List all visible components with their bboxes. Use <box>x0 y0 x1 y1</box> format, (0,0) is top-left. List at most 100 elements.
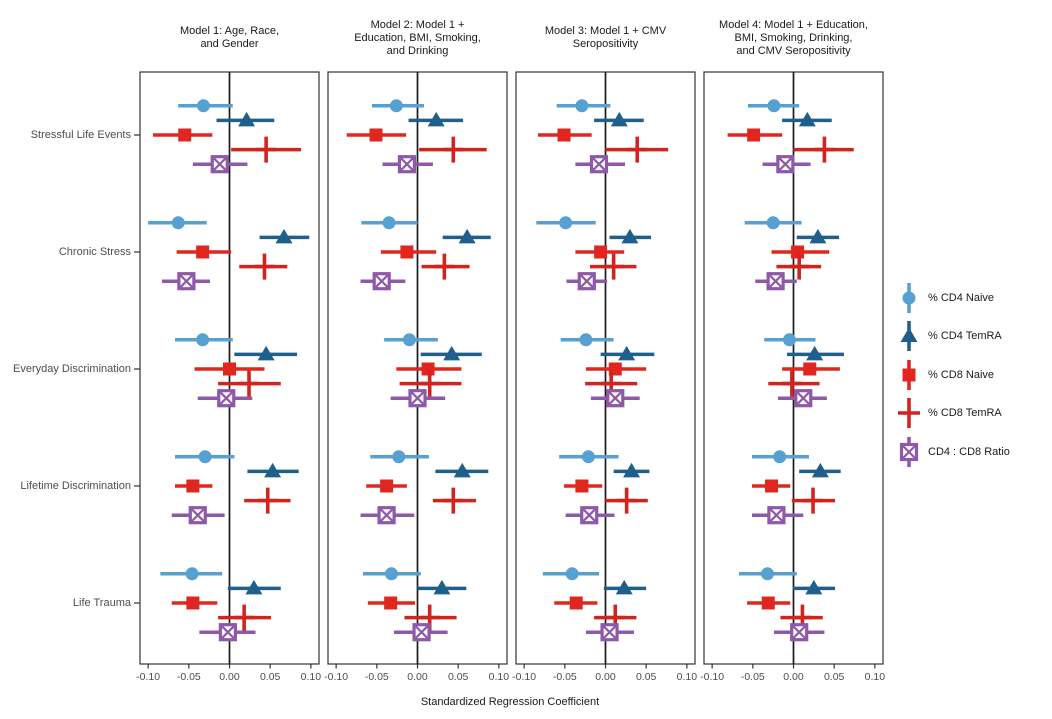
x-tick-label: 0.00 <box>783 671 804 683</box>
panel-title: Model 2: Model 1 + Education, BMI, Smoki… <box>354 18 481 57</box>
data-marker-triangle <box>805 579 823 595</box>
x-axis-title: Standardized Regression Coefficient <box>420 696 600 708</box>
x-tick-label: -0.05 <box>741 671 765 683</box>
data-marker-triangle <box>615 579 633 595</box>
data-marker-square-x <box>580 274 594 288</box>
data-marker-square <box>902 368 916 382</box>
data-marker-square-x <box>414 625 429 639</box>
x-tick-label: 0.00 <box>595 671 616 683</box>
data-marker-triangle <box>238 111 256 127</box>
data-marker-square-x <box>582 508 597 522</box>
data-marker-triangle <box>806 345 824 361</box>
data-marker-circle <box>171 216 185 230</box>
data-marker-square-x <box>796 391 811 405</box>
data-marker-circle <box>196 99 210 113</box>
x-tick-label: 0.05 <box>824 671 845 683</box>
data-marker-square-x <box>778 157 793 171</box>
data-marker-circle <box>392 450 406 464</box>
data-marker-triangle <box>900 327 918 342</box>
data-marker-square <box>400 245 414 259</box>
y-axis-category-label: Chronic Stress <box>58 246 131 258</box>
x-tick-label: 0.05 <box>260 671 281 683</box>
data-marker-triangle <box>427 111 445 127</box>
x-tick-label: 0.00 <box>219 671 240 683</box>
data-marker-square-x <box>400 157 414 171</box>
data-marker-circle <box>565 567 579 581</box>
data-marker-square <box>369 128 383 142</box>
data-marker-square-x <box>768 274 783 288</box>
data-marker-square <box>178 128 192 142</box>
x-tick-label: -0.10 <box>136 671 160 683</box>
panel-title: Model 3: Model 1 + CMV Seropositivity <box>544 25 667 50</box>
data-marker-triangle <box>257 345 275 361</box>
x-tick-label: 0.10 <box>677 671 698 683</box>
legend-label: CD4 : CD8 Ratio <box>928 446 1010 458</box>
data-marker-square-x <box>179 274 194 288</box>
data-marker-square-x <box>379 508 394 522</box>
data-marker-circle <box>581 450 595 464</box>
data-marker-triangle <box>275 228 293 244</box>
data-marker-circle <box>384 567 398 581</box>
data-marker-square-x <box>792 625 806 639</box>
data-marker-square <box>575 479 589 493</box>
data-marker-square-x <box>410 391 425 405</box>
data-marker-square <box>380 479 394 493</box>
data-marker-circle <box>559 216 573 230</box>
x-tick-label: 0.10 <box>301 671 322 683</box>
data-marker-triangle <box>811 462 829 478</box>
data-marker-circle <box>782 333 796 347</box>
data-marker-circle <box>198 450 212 464</box>
data-marker-triangle <box>809 228 827 244</box>
data-marker-square-x <box>190 508 205 522</box>
x-tick-label: 0.05 <box>636 671 657 683</box>
data-marker-square-x <box>374 274 389 288</box>
panel-title: Model 4: Model 1 + Education, BMI, Smoki… <box>719 18 868 57</box>
data-marker-triangle <box>433 579 451 595</box>
data-marker-triangle <box>453 462 471 478</box>
legend-label: % CD8 Naive <box>928 369 995 381</box>
data-marker-square <box>223 362 236 376</box>
data-marker-triangle <box>798 111 816 127</box>
data-marker-square-x <box>608 391 623 405</box>
data-marker-triangle <box>623 462 641 478</box>
data-marker-square-x <box>769 508 784 522</box>
x-tick-label: 0.10 <box>865 671 886 683</box>
x-tick-label: -0.10 <box>324 671 348 683</box>
data-marker-circle <box>902 291 916 305</box>
x-tick-label: 0.00 <box>407 671 428 683</box>
data-marker-square <box>803 362 817 376</box>
data-marker-triangle <box>245 579 263 595</box>
data-marker-square <box>186 479 200 493</box>
data-marker-square <box>186 596 200 610</box>
data-marker-circle <box>389 99 403 113</box>
data-marker-square <box>765 479 779 493</box>
data-marker-square-x <box>592 157 606 171</box>
legend-label: % CD8 TemRA <box>928 407 1002 419</box>
y-axis-category-label: Lifetime Discrimination <box>20 480 131 492</box>
data-marker-triangle <box>618 345 636 361</box>
data-marker-circle <box>773 450 787 464</box>
x-tick-label: -0.05 <box>177 671 201 683</box>
data-marker-square-x <box>221 625 235 639</box>
x-tick-label: -0.10 <box>512 671 536 683</box>
data-marker-circle <box>575 99 589 113</box>
data-marker-circle <box>760 567 774 581</box>
x-tick-label: 0.10 <box>489 671 510 683</box>
legend-label: % CD4 Naive <box>928 292 995 304</box>
data-marker-circle <box>402 333 416 347</box>
data-marker-circle <box>382 216 396 230</box>
data-marker-square <box>761 596 775 610</box>
data-marker-circle <box>196 333 210 347</box>
data-marker-square <box>569 596 583 610</box>
data-marker-square-x <box>602 625 617 639</box>
data-marker-triangle <box>458 228 476 244</box>
data-marker-square <box>196 245 210 259</box>
data-marker-square <box>594 245 608 259</box>
y-axis-category-label: Stressful Life Events <box>30 129 131 141</box>
data-marker-circle <box>767 99 781 113</box>
x-tick-label: -0.05 <box>365 671 389 683</box>
legend-label: % CD4 TemRA <box>928 330 1002 342</box>
data-marker-triangle <box>610 111 628 127</box>
x-tick-label: -0.10 <box>700 671 724 683</box>
